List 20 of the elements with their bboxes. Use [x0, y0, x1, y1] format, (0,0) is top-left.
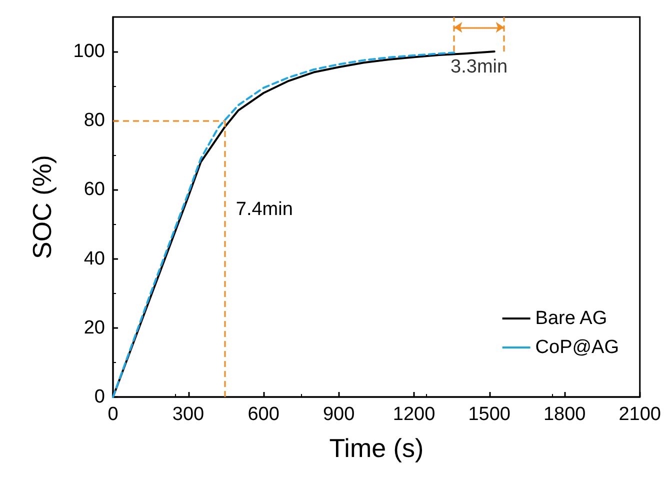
x-tick-label: 600 — [248, 404, 280, 425]
y-tick-label: 0 — [94, 386, 105, 408]
x-tick-label: 2100 — [618, 404, 662, 425]
annotation: 3.3min — [450, 56, 508, 78]
y-tick-label: 20 — [84, 317, 105, 338]
y-tick-label: 80 — [84, 110, 105, 132]
x-tick-label: 900 — [322, 404, 355, 425]
x-tick-label: 0 — [108, 404, 118, 425]
x-tick-label: 1500 — [468, 404, 510, 425]
x-tick-label: 1800 — [543, 404, 586, 425]
x-axis-title: Time (s) — [329, 433, 424, 463]
y-tick-label: 100 — [73, 41, 105, 62]
ref-line-label: 7.4min — [236, 198, 293, 220]
y-axis-title: SOC (%) — [27, 155, 57, 259]
y-tick-label: 60 — [84, 179, 105, 200]
x-tick-label: 1200 — [392, 404, 436, 425]
legend-label: CoP@AG — [535, 337, 620, 358]
x-tick-label: 300 — [172, 404, 204, 425]
legend-label: Bare AG — [535, 308, 608, 329]
y-tick-label: 40 — [84, 248, 105, 270]
